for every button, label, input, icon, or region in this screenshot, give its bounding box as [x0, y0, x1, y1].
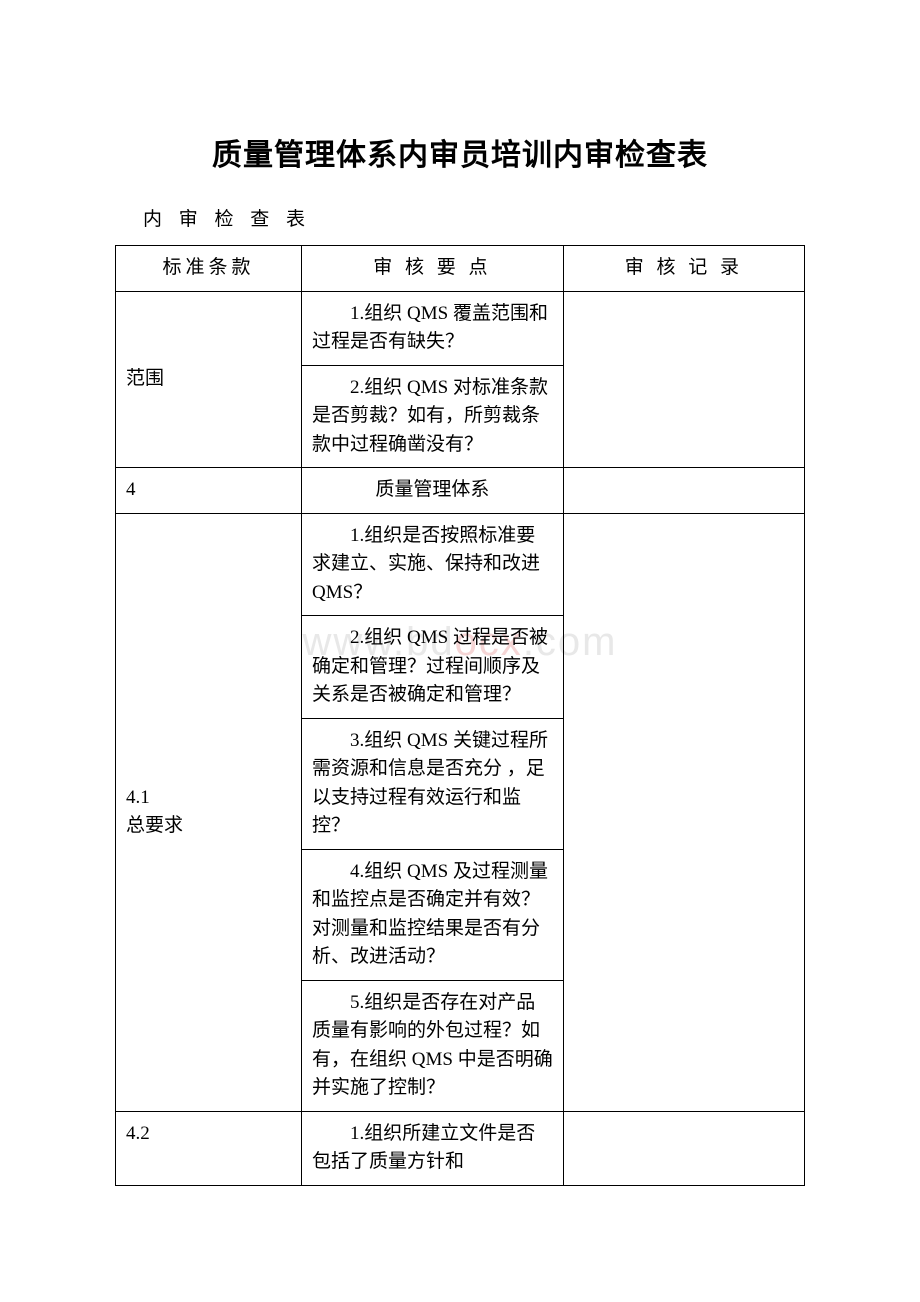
point-cell: 1.组织 QMS 覆盖范围和过程是否有缺失？ — [302, 291, 564, 365]
document-title: 质量管理体系内审员培训内审检查表 — [115, 130, 805, 174]
header-points: 审 核 要 点 — [302, 246, 564, 292]
record-cell — [563, 1111, 804, 1185]
point-text: 5.组织是否存在对产品质量有影响的外包过程？如有，在组织 QMS 中是否明确并实… — [312, 989, 553, 1103]
point-cell: 1.组织是否按照标准要求建立、实施、保持和改进 QMS？ — [302, 513, 564, 616]
record-cell — [563, 513, 804, 1111]
section-title: 质量管理体系 — [302, 468, 564, 514]
point-text: 1.组织是否按照标准要求建立、实施、保持和改进 QMS？ — [312, 522, 553, 608]
point-cell: 2.组织 QMS 对标准条款是否剪裁？如有，所剪裁条款中过程确凿没有？ — [302, 365, 564, 468]
document-subtitle: 内 审 检 查 表 — [143, 204, 805, 231]
table-section-row: 4 质量管理体系 — [116, 468, 805, 514]
clause-cell: 范围 — [116, 291, 302, 468]
clause-label: 总要求 — [126, 812, 291, 841]
header-clause: 标准条款 — [116, 246, 302, 292]
point-text: 4.组织 QMS 及过程测量和监控点是否确定并有效？对测量和监控结果是否有分析、… — [312, 858, 553, 972]
table-row: 范围 1.组织 QMS 覆盖范围和过程是否有缺失？ — [116, 291, 805, 365]
clause-cell: 4.1 总要求 — [116, 513, 302, 1111]
point-cell: 5.组织是否存在对产品质量有影响的外包过程？如有，在组织 QMS 中是否明确并实… — [302, 980, 564, 1111]
point-text: 3.组织 QMS 关键过程所需资源和信息是否充分 ，足以支持过程有效运行和监控？ — [312, 727, 553, 841]
clause-number: 4.1 — [126, 784, 291, 813]
point-text: 2.组织 QMS 过程是否被确定和管理？过程间顺序及关系是否被确定和管理？ — [312, 624, 553, 710]
audit-table: 标准条款 审 核 要 点 审 核 记 录 范围 1.组织 QMS 覆盖范围和过程… — [115, 245, 805, 1186]
content-layer: 质量管理体系内审员培训内审检查表 内 审 检 查 表 标准条款 审 核 要 点 … — [115, 130, 805, 1186]
record-cell — [563, 468, 804, 514]
point-text: 1.组织所建立文件是否包括了质量方针和 — [312, 1120, 553, 1177]
clause-cell: 4.2 — [116, 1111, 302, 1185]
section-clause: 4 — [116, 468, 302, 514]
table-header-row: 标准条款 审 核 要 点 审 核 记 录 — [116, 246, 805, 292]
point-cell: 3.组织 QMS 关键过程所需资源和信息是否充分 ，足以支持过程有效运行和监控？ — [302, 718, 564, 849]
record-cell — [563, 291, 804, 468]
point-cell: 1.组织所建立文件是否包括了质量方针和 — [302, 1111, 564, 1185]
point-text: 1.组织 QMS 覆盖范围和过程是否有缺失？ — [312, 300, 553, 357]
table-row: 4.1 总要求 1.组织是否按照标准要求建立、实施、保持和改进 QMS？ — [116, 513, 805, 616]
header-record: 审 核 记 录 — [563, 246, 804, 292]
point-cell: 2.组织 QMS 过程是否被确定和管理？过程间顺序及关系是否被确定和管理？ — [302, 616, 564, 719]
point-cell: 4.组织 QMS 及过程测量和监控点是否确定并有效？对测量和监控结果是否有分析、… — [302, 849, 564, 980]
point-text: 2.组织 QMS 对标准条款是否剪裁？如有，所剪裁条款中过程确凿没有？ — [312, 374, 553, 460]
table-row: 4.2 1.组织所建立文件是否包括了质量方针和 — [116, 1111, 805, 1185]
